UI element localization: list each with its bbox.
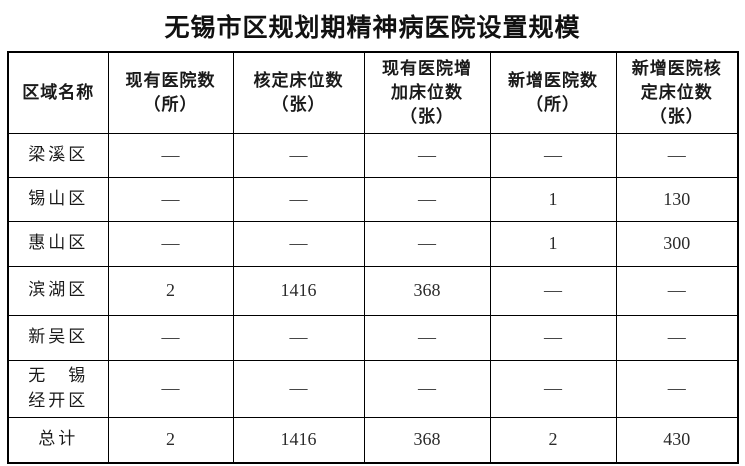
total-label-cell: 总计	[7, 416, 109, 464]
data-cell: —	[615, 359, 739, 418]
header-added-beds-existing: 现有医院增 加床位数 （张）	[363, 51, 491, 134]
header-approved-beds: 核定床位数 （张）	[232, 51, 365, 134]
data-cell: —	[489, 359, 617, 418]
data-cell: 130	[615, 176, 739, 222]
data-cell: —	[107, 132, 234, 178]
data-cell: —	[232, 359, 365, 418]
data-cell: —	[615, 132, 739, 178]
table-row-huishan: 惠山区 — — — 1 300	[7, 220, 739, 267]
data-cell: —	[363, 359, 491, 418]
data-cell: —	[363, 176, 491, 222]
data-cell: —	[615, 265, 739, 316]
data-cell: —	[232, 176, 365, 222]
region-name-cell: 锡山区	[7, 176, 109, 222]
table-row-total: 总计 2 1416 368 2 430	[7, 416, 739, 464]
data-cell: —	[107, 359, 234, 418]
hospital-planning-table: 区域名称 现有医院数 （所） 核定床位数 （张） 现有医院增 加床位数 （张） …	[7, 51, 739, 464]
data-cell: —	[489, 132, 617, 178]
table-row-xishan: 锡山区 — — — 1 130	[7, 176, 739, 222]
data-cell: —	[363, 314, 491, 361]
data-cell: —	[615, 314, 739, 361]
region-name-cell: 梁溪区	[7, 132, 109, 178]
region-name-cell: 新吴区	[7, 314, 109, 361]
data-cell: 368	[363, 416, 491, 464]
region-name-cell: 滨湖区	[7, 265, 109, 316]
data-cell: —	[489, 314, 617, 361]
data-cell: —	[232, 314, 365, 361]
table-row-wuxi-jingkaiqu: 无 锡 经开区 — — — — —	[7, 359, 739, 418]
data-cell: 2	[107, 265, 234, 316]
table-header: 区域名称 现有医院数 （所） 核定床位数 （张） 现有医院增 加床位数 （张） …	[7, 51, 739, 134]
data-cell: 2	[107, 416, 234, 464]
data-cell: 430	[615, 416, 739, 464]
data-cell: —	[232, 220, 365, 267]
data-cell: 1	[489, 220, 617, 267]
table-row-liangxi: 梁溪区 — — — — —	[7, 132, 739, 178]
table-row-binhu: 滨湖区 2 1416 368 — —	[7, 265, 739, 316]
data-cell: —	[232, 132, 365, 178]
data-cell: 1416	[232, 265, 365, 316]
header-new-hospital-beds: 新增医院核 定床位数 （张）	[615, 51, 739, 134]
region-name-cell: 无 锡 经开区	[7, 359, 109, 418]
data-cell: 300	[615, 220, 739, 267]
page-title: 无锡市区规划期精神病医院设置规模	[164, 14, 581, 42]
data-cell: 2	[489, 416, 617, 464]
header-row: 区域名称 现有医院数 （所） 核定床位数 （张） 现有医院增 加床位数 （张） …	[7, 51, 739, 134]
header-region-name: 区域名称	[7, 51, 109, 134]
data-cell: —	[363, 132, 491, 178]
data-cell: 1	[489, 176, 617, 222]
data-cell: —	[107, 176, 234, 222]
table-row-xinwu: 新吴区 — — — — —	[7, 314, 739, 361]
data-cell: —	[363, 220, 491, 267]
data-cell: 368	[363, 265, 491, 316]
header-new-hospitals: 新增医院数 （所）	[489, 51, 617, 134]
data-cell: —	[489, 265, 617, 316]
data-cell: —	[107, 220, 234, 267]
region-name-cell: 惠山区	[7, 220, 109, 267]
data-cell: —	[107, 314, 234, 361]
header-existing-hospitals: 现有医院数 （所）	[107, 51, 234, 134]
data-cell: 1416	[232, 416, 365, 464]
table-body: 梁溪区 — — — — — 锡山区 — — — 1 130 惠山区 — — — …	[7, 132, 739, 464]
